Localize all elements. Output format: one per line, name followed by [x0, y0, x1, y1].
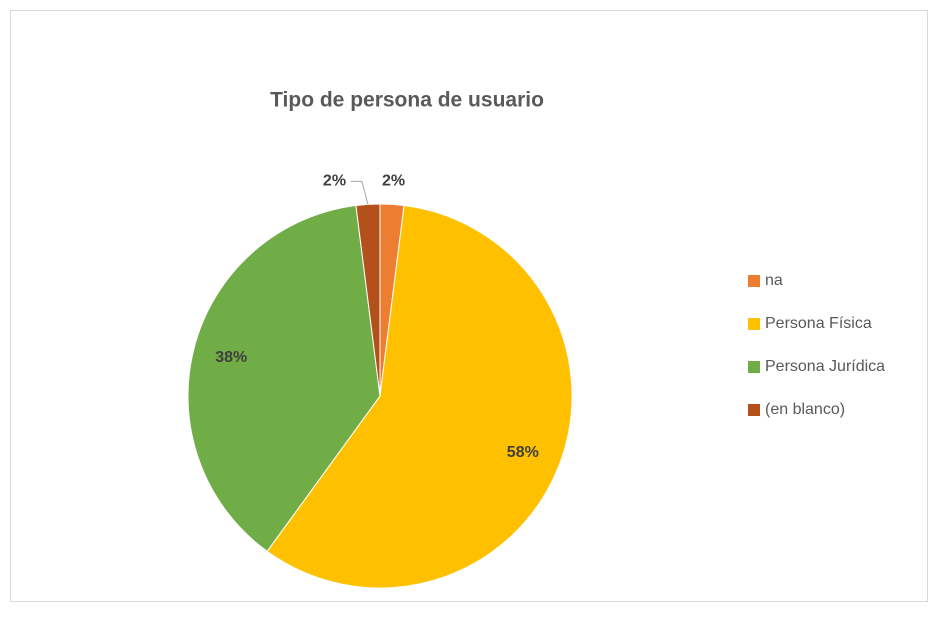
legend-swatch: [748, 361, 760, 373]
pie-slice: [266, 204, 573, 589]
data-label: 38%: [215, 349, 247, 366]
legend-label: (en blanco): [765, 401, 845, 418]
data-label: 2%: [323, 173, 346, 190]
data-label: 58%: [507, 444, 539, 461]
leader-line: [350, 180, 369, 205]
legend-swatch: [748, 318, 760, 330]
pie-slice: [187, 204, 381, 553]
chart-title: Tipo de persona de usuario: [270, 89, 544, 112]
legend-label: na: [765, 272, 783, 289]
legend-swatch: [748, 275, 760, 287]
legend-label: Persona Jurídica: [765, 358, 885, 375]
legend-label: Persona Física: [765, 315, 872, 332]
data-label: 2%: [382, 173, 405, 190]
legend-swatch: [748, 404, 760, 416]
